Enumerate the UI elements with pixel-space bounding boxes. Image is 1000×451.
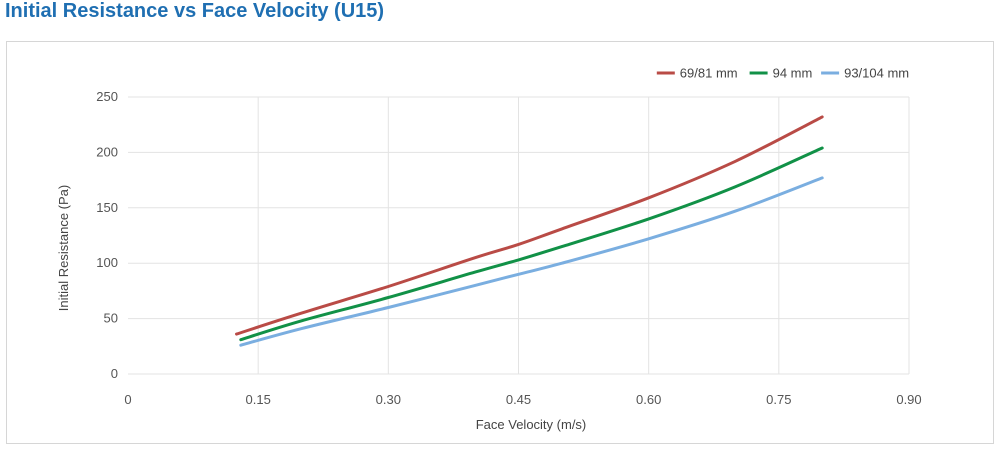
x-tick-label: 0.45 (506, 392, 531, 407)
x-axis-ticks: 0 0.15 0.30 0.45 0.60 0.75 0.90 (124, 392, 921, 407)
legend-label: 69/81 mm (680, 66, 738, 81)
legend-label: 93/104 mm (844, 66, 909, 81)
series-line (235, 115, 824, 336)
x-tick-label: 0.60 (636, 392, 661, 407)
x-tick-label: 0.30 (376, 392, 401, 407)
y-tick-label: 250 (96, 89, 118, 104)
y-tick-label: 200 (96, 144, 118, 159)
y-tick-label: 0 (111, 366, 118, 381)
x-axis-label: Face Velocity (m/s) (476, 417, 587, 432)
y-tick-label: 150 (96, 200, 118, 215)
series-lines (235, 115, 824, 347)
page-title: Initial Resistance vs Face Velocity (U15… (5, 0, 385, 22)
x-tick-label: 0.75 (766, 392, 791, 407)
legend-label: 94 mm (773, 66, 813, 81)
y-axis-label: Initial Resistance (Pa) (56, 185, 71, 311)
x-tick-label: 0 (124, 392, 131, 407)
y-tick-label: 50 (104, 311, 118, 326)
series-line (239, 146, 824, 342)
x-tick-label: 0.90 (896, 392, 921, 407)
legend: 69/81 mm 94 mm 93/104 mm (656, 66, 909, 81)
x-tick-label: 0.15 (246, 392, 271, 407)
series-line (239, 176, 824, 347)
y-tick-label: 100 (96, 255, 118, 270)
chart-frame (6, 41, 994, 444)
y-axis-ticks: 0 50 100 150 200 250 (96, 89, 118, 381)
